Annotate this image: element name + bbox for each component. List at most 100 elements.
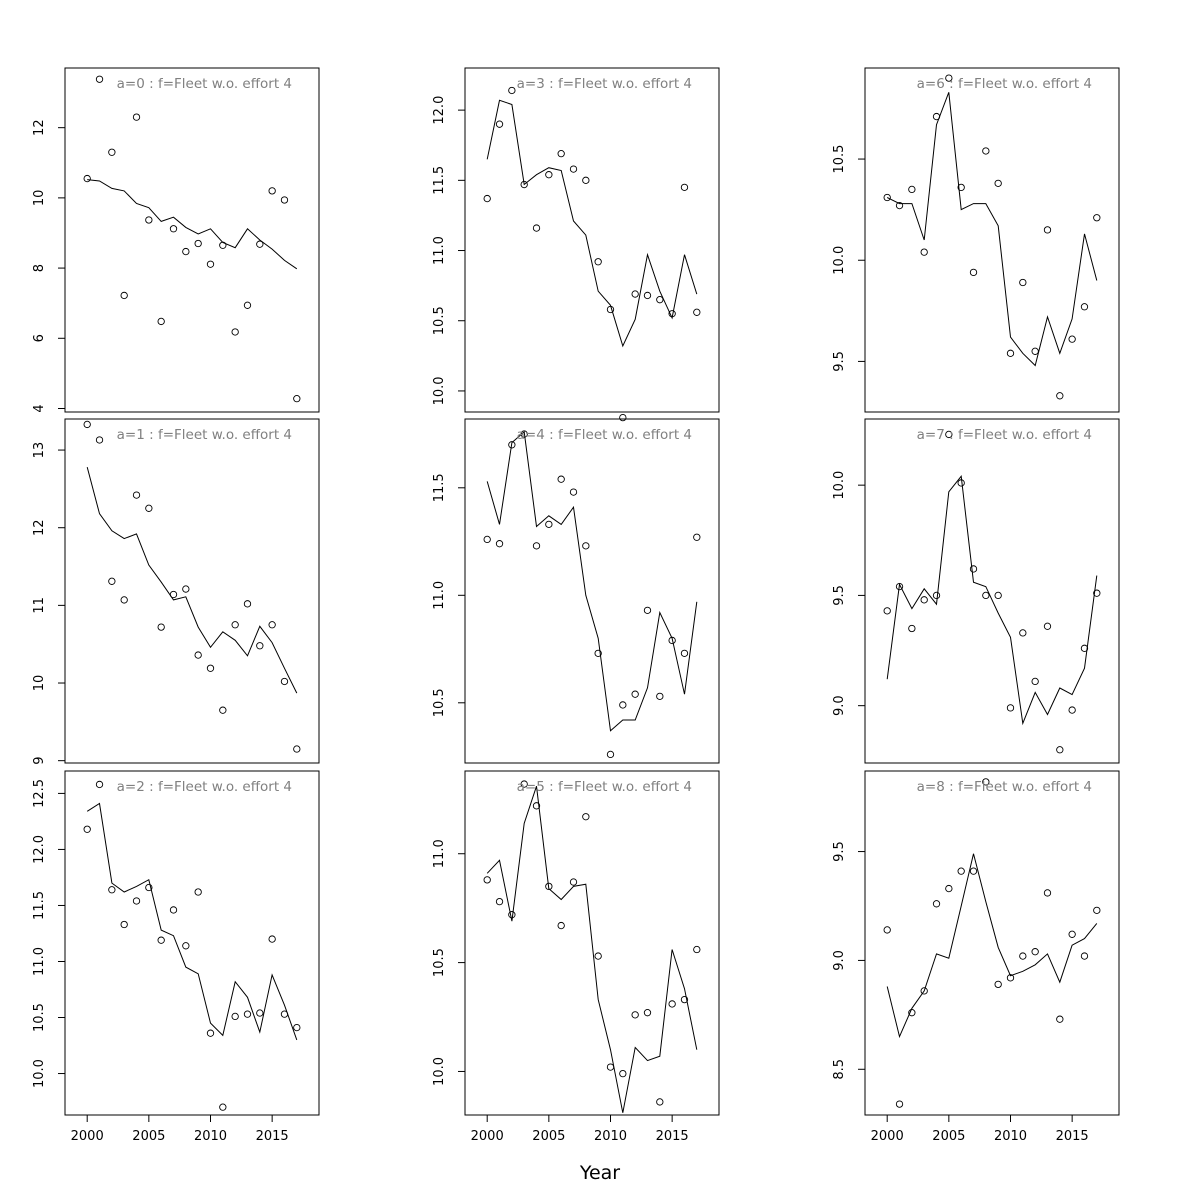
data-point [569, 878, 578, 886]
y-tick-label: 10.0 [832, 246, 847, 275]
y-tick-label: 11.0 [432, 236, 447, 265]
data-point [656, 1098, 664, 1106]
data-point [520, 780, 528, 788]
data-point [532, 542, 541, 550]
data-point [1006, 974, 1015, 982]
y-tick-label: 13 [32, 442, 47, 459]
y-tick-label: 10 [32, 675, 47, 692]
fitted-line [486, 786, 698, 1113]
panel-3: 9 10 11 12 13 a=1 : f=Fleet w.o. effort 4 [32, 418, 320, 765]
data-point [895, 1100, 904, 1108]
data-point [994, 179, 1002, 187]
y-tick-label: 11.0 [432, 839, 447, 868]
y-tick-label: 8 [32, 264, 47, 272]
data-point [1006, 349, 1015, 357]
data-point [206, 260, 215, 268]
data-point [1019, 278, 1027, 287]
data-point [520, 180, 528, 189]
data-point [132, 491, 141, 499]
data-point [95, 780, 104, 789]
y-tick-label: 9.5 [832, 585, 847, 606]
y-tick-label: 10.5 [432, 306, 447, 335]
data-point [883, 926, 891, 934]
data-point [145, 883, 153, 892]
data-point [908, 624, 916, 633]
data-point [1019, 629, 1027, 637]
data-point [994, 591, 1002, 600]
plot-frame [64, 67, 320, 413]
panel-title: a=5 : f=Fleet w.o. effort 4 [517, 779, 692, 795]
data-point [883, 193, 891, 202]
panel-title: a=3 : f=Fleet w.o. effort 4 [517, 76, 692, 92]
panel-title: a=0 : f=Fleet w.o. effort 4 [117, 76, 292, 92]
data-point [182, 942, 190, 950]
y-tick-label: 10.0 [832, 471, 847, 500]
y-tick-label: 9.5 [832, 841, 847, 862]
panel-title: a=8 : f=Fleet w.o. effort 4 [917, 779, 1092, 795]
data-point [145, 504, 153, 512]
data-point [594, 952, 602, 960]
data-point [194, 239, 202, 248]
data-point [680, 995, 689, 1004]
x-tick-label: 2000 [71, 1129, 104, 1144]
data-point [895, 582, 904, 591]
data-point [1080, 644, 1089, 652]
data-point [256, 240, 264, 248]
data-point [483, 194, 491, 203]
y-tick-label: 11.5 [432, 473, 447, 502]
y-tick-label: 6 [32, 334, 47, 342]
data-point [1093, 589, 1101, 597]
data-point [145, 216, 153, 224]
x-tick-label: 2015 [1056, 1129, 1089, 1144]
data-point [945, 74, 953, 82]
data-point [545, 520, 553, 528]
data-point [908, 1009, 916, 1017]
data-point [920, 248, 928, 256]
plot-frame [864, 770, 1120, 1116]
panel-title: a=6 : f=Fleet w.o. effort 4 [917, 76, 1092, 92]
data-point [606, 305, 615, 314]
data-point [631, 690, 639, 698]
data-point [1080, 952, 1089, 960]
data-point [219, 241, 227, 249]
data-point [643, 606, 652, 614]
data-point [508, 86, 516, 95]
data-point [169, 906, 178, 914]
data-point [631, 1011, 639, 1019]
data-point [619, 413, 627, 422]
data-point [680, 183, 689, 191]
y-tick-label: 11.0 [32, 947, 47, 976]
data-point [582, 176, 590, 184]
data-point [243, 600, 252, 608]
data-point [656, 692, 664, 700]
y-tick-label: 4 [32, 404, 47, 412]
data-point [969, 565, 978, 573]
data-point [895, 201, 904, 210]
x-tick-label: 2010 [594, 1129, 627, 1144]
data-point [982, 778, 990, 786]
data-point [169, 590, 178, 599]
fitted-line [86, 802, 298, 1041]
x-tick-label: 2010 [194, 1129, 227, 1144]
data-point [157, 936, 165, 944]
y-tick-label: 12.0 [432, 96, 447, 125]
x-tick-label: 2000 [471, 1129, 504, 1144]
data-point [619, 701, 627, 709]
y-tick-label: 10.0 [32, 1059, 47, 1088]
data-point [1043, 889, 1052, 897]
x-axis-label: Year [579, 1162, 620, 1184]
data-point [532, 224, 541, 232]
data-point [483, 876, 491, 884]
y-tick-label: 11.0 [432, 581, 447, 610]
data-point [256, 642, 264, 650]
panel-7: 10.0 10.5 11.0 2000 2005 2010 2015 a=5 : f=Flee… [432, 770, 720, 1144]
data-point [194, 651, 202, 659]
data-point [120, 291, 128, 300]
data-point [219, 706, 227, 714]
data-point [280, 196, 289, 204]
data-point [1056, 746, 1064, 754]
data-point [1019, 952, 1027, 960]
data-point [957, 479, 965, 487]
data-point [206, 1029, 215, 1037]
data-point [594, 649, 602, 657]
